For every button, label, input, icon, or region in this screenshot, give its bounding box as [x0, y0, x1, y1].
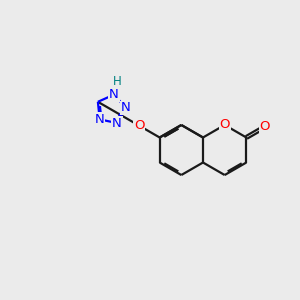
Text: N: N: [112, 116, 122, 130]
Text: H: H: [112, 75, 121, 88]
Text: N: N: [95, 113, 105, 126]
Text: O: O: [260, 120, 270, 133]
Text: N: N: [109, 88, 119, 101]
Text: O: O: [134, 119, 144, 132]
Text: N: N: [121, 101, 131, 114]
Text: O: O: [219, 118, 230, 131]
